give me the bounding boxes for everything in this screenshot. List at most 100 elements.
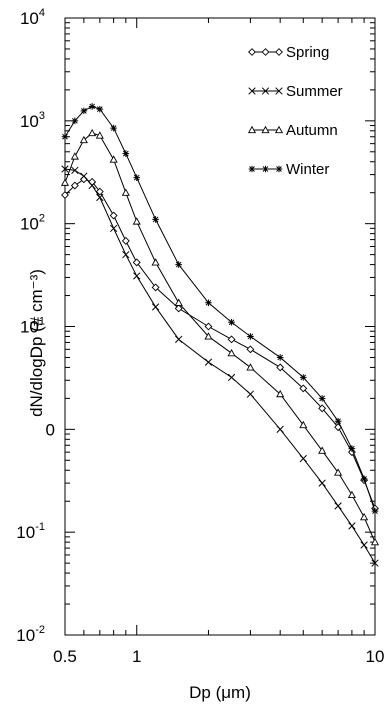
data-point (70, 181, 79, 190)
data-point (360, 512, 369, 521)
data-point (276, 425, 284, 433)
data-point (71, 117, 79, 125)
y-tick-label: 104 (20, 7, 45, 28)
data-point (80, 172, 88, 180)
y-tick-label: 102 (20, 213, 45, 234)
data-point (246, 363, 255, 371)
data-point (109, 211, 118, 220)
series-line-autumn (64, 132, 376, 543)
data-point (133, 272, 141, 280)
data-point (96, 105, 104, 113)
data-point (246, 345, 255, 354)
y-axis-ticks: 104 103 102 101 0 10-1 10-2 (16, 7, 375, 645)
y-tick-label: 101 (20, 316, 45, 337)
data-point (70, 152, 79, 160)
data-point (334, 468, 343, 476)
data-point (174, 304, 183, 313)
data-point (110, 124, 117, 132)
data-point (61, 165, 69, 173)
data-point (370, 537, 380, 546)
x-axis-title: Dp (μm) (189, 683, 251, 702)
data-point (71, 166, 79, 174)
data-point (248, 165, 256, 173)
x-axis-ticks: 0.5 1 10 (53, 18, 384, 666)
y-tick-label: 0 (46, 420, 55, 439)
series-line-summer (64, 168, 376, 564)
legend-item-winter: Winter (248, 161, 329, 178)
y-axis-title: dN/dlogDp (# cm⁻³) (27, 269, 46, 417)
data-point (248, 87, 256, 95)
data-point (109, 155, 118, 163)
data-point (175, 261, 182, 268)
data-point (360, 541, 368, 549)
data-point (227, 373, 236, 382)
legend-item-summer: Summer (248, 83, 343, 100)
data-point (276, 354, 284, 361)
data-point (318, 404, 327, 413)
data-point (109, 224, 118, 233)
plot-border (64, 17, 376, 636)
data-point (61, 191, 69, 199)
data-point (318, 395, 326, 402)
data-point (204, 332, 213, 340)
data-point (151, 303, 160, 311)
data-point (88, 103, 96, 110)
data-point (318, 446, 327, 454)
legend-label: Winter (286, 161, 329, 178)
data-point (246, 390, 255, 398)
data-point (121, 188, 130, 196)
legend: Spring Summer Autumn Winter (247, 44, 343, 178)
series-summer (61, 165, 379, 567)
data-point (348, 522, 356, 530)
data-point (248, 48, 256, 56)
data-point (205, 299, 212, 307)
data-point (88, 181, 96, 190)
data-point (122, 250, 130, 259)
data-point (276, 389, 285, 398)
data-point (247, 125, 257, 134)
data-point (299, 454, 307, 463)
data-point (122, 150, 130, 157)
plot-frame (64, 17, 376, 636)
data-point (61, 133, 69, 141)
data-point (174, 298, 183, 306)
y-tick-label: 10-2 (16, 624, 45, 645)
data-point (204, 358, 213, 366)
data-point (318, 479, 326, 487)
data-point (132, 258, 141, 267)
data-point (275, 165, 283, 173)
x-tick-label: 0.5 (53, 647, 77, 666)
data-point (121, 236, 130, 245)
data-point (348, 445, 356, 452)
x-tick-label: 10 (366, 647, 385, 666)
data-point (152, 216, 159, 223)
data-point (371, 507, 379, 515)
data-point (275, 48, 283, 56)
data-point (334, 502, 342, 510)
y-tick-label: 103 (20, 110, 45, 131)
x-tick-label: 1 (132, 647, 141, 666)
data-point (262, 165, 269, 173)
legend-item-autumn: Autumn (247, 122, 338, 139)
data-point (275, 87, 283, 95)
data-point (299, 420, 308, 429)
data-point (95, 187, 104, 196)
data-point (360, 475, 368, 483)
data-point (79, 135, 88, 144)
data-point (347, 490, 356, 499)
legend-label: Autumn (286, 122, 338, 139)
data-point (299, 384, 308, 393)
data-point (261, 87, 270, 95)
data-point (204, 322, 213, 331)
data-point (261, 48, 270, 56)
data-point (151, 258, 160, 266)
series-autumn (60, 128, 380, 546)
data-point (227, 335, 236, 344)
data-point (276, 363, 285, 372)
data-point (80, 107, 88, 115)
data-point (175, 335, 183, 344)
data-point (371, 559, 379, 567)
series-winter (61, 103, 379, 515)
data-point (334, 417, 342, 425)
